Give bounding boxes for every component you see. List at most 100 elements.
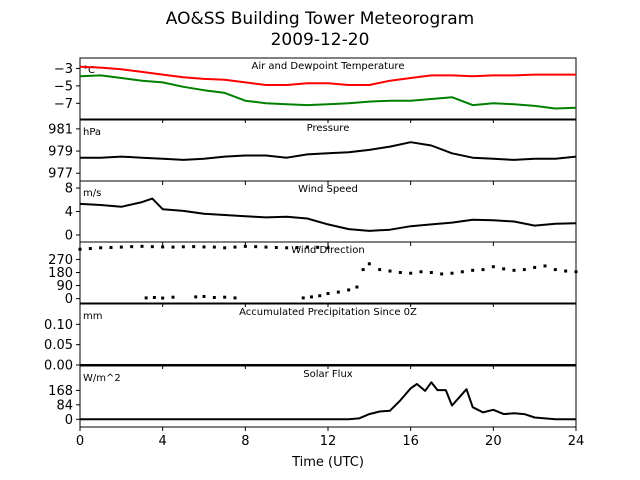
data-point — [533, 265, 537, 269]
data-point — [119, 245, 123, 249]
y-tick-label: 168 — [48, 384, 73, 399]
data-point — [212, 245, 216, 249]
y-tick-label: 0 — [65, 292, 73, 307]
panel-wind_speed: 8 4 0 Wind Speed m/s — [65, 180, 577, 246]
data-point — [309, 295, 313, 299]
data-point — [409, 271, 413, 275]
x-tick-label: 8 — [241, 434, 249, 449]
x-tick-label: 0 — [76, 434, 84, 449]
x-tick-label: 24 — [568, 434, 585, 449]
data-point — [88, 247, 92, 251]
y-tick-label: 981 — [48, 122, 73, 137]
data-point — [192, 245, 196, 249]
unit-label: m/s — [83, 188, 101, 199]
data-point — [254, 245, 258, 249]
data-point — [481, 268, 485, 272]
series-line-0 — [80, 381, 576, 421]
data-point — [223, 246, 227, 250]
data-point — [144, 296, 148, 300]
data-point — [429, 271, 433, 274]
chart-title: AO&SS Building Tower Meteorogram — [166, 9, 474, 29]
data-point — [233, 296, 237, 300]
data-point — [301, 296, 305, 300]
x-tick-label: 16 — [402, 434, 419, 449]
data-point — [194, 295, 198, 299]
y-tick-label: 180 — [48, 266, 73, 281]
y-tick-label: 0 — [65, 228, 73, 243]
x-axis-label: Time (UTC) — [291, 455, 364, 470]
y-tick-label: 0.10 — [44, 318, 73, 333]
data-point — [233, 245, 237, 249]
y-tick-label: 977 — [48, 167, 73, 182]
panel-pressure: 981 979 977 Pressure hPa — [48, 119, 577, 185]
y-tick-label: −7 — [54, 97, 73, 112]
y-tick-label: 270 — [48, 253, 73, 268]
x-tick-label: 20 — [485, 434, 502, 449]
unit-label: mm — [83, 311, 102, 322]
x-tick-label: 4 — [159, 434, 167, 449]
data-point — [564, 269, 568, 273]
data-point — [150, 245, 154, 249]
data-point — [471, 268, 475, 272]
y-tick-label: 0.00 — [44, 359, 73, 374]
y-tick-label: 8 — [65, 182, 73, 197]
panel-title: Accumulated Precipitation Since 0Z — [239, 307, 417, 318]
panel-precipitation: 0.10 0.05 0.00 Accumulated Precipitation Si… — [44, 303, 577, 374]
series-line-0 — [79, 197, 577, 232]
data-point — [109, 246, 113, 250]
y-tick-label: −5 — [54, 79, 73, 94]
data-point — [305, 245, 309, 249]
y-tick-label: 979 — [48, 145, 73, 160]
data-point — [574, 270, 578, 274]
data-point — [264, 245, 268, 249]
data-point — [202, 245, 206, 249]
data-point — [285, 246, 289, 250]
data-point — [361, 268, 365, 272]
panel-title: Wind Direction — [291, 245, 365, 256]
data-point — [316, 245, 320, 249]
data-point — [295, 246, 299, 250]
panel-title: Air and Dewpoint Temperature — [252, 61, 405, 72]
data-point — [326, 246, 330, 250]
data-point — [553, 268, 557, 272]
data-point — [440, 272, 444, 276]
data-point — [543, 264, 547, 268]
data-point — [171, 245, 175, 249]
data-point — [336, 290, 340, 294]
data-point — [171, 295, 175, 299]
data-point — [326, 292, 330, 296]
data-point — [212, 295, 216, 299]
panel-title: Solar Flux — [303, 369, 353, 380]
y-tick-label: 0 — [65, 413, 73, 428]
series-line-0 — [80, 141, 577, 161]
data-point — [491, 265, 495, 269]
data-point — [419, 270, 423, 274]
data-point — [378, 268, 382, 272]
series-line-1 — [79, 74, 577, 110]
data-point — [223, 295, 227, 299]
data-point — [181, 245, 185, 249]
unit-label: W/m^2 — [83, 373, 121, 384]
data-point — [522, 268, 526, 272]
data-point — [398, 271, 402, 274]
unit-label: hPa — [83, 127, 101, 138]
panel-title: Wind Speed — [298, 184, 358, 195]
y-tick-label: 4 — [65, 205, 73, 220]
data-point — [318, 294, 322, 298]
y-tick-label: 84 — [56, 398, 73, 413]
data-point — [460, 270, 464, 274]
data-point — [355, 285, 359, 289]
x-tick-label: 12 — [320, 434, 337, 449]
data-point — [502, 267, 506, 271]
chart-subtitle: 2009-12-20 — [271, 30, 370, 50]
y-tick-label: 0.05 — [44, 338, 73, 353]
data-point — [388, 269, 392, 273]
panel-title: Pressure — [307, 123, 350, 134]
data-point — [202, 294, 206, 298]
data-point — [512, 268, 516, 272]
data-point — [78, 247, 82, 251]
panel-temperature: −3 −5 −7 Air and Dewpoint Temperature °C — [54, 57, 577, 123]
y-tick-label: 90 — [56, 279, 73, 294]
